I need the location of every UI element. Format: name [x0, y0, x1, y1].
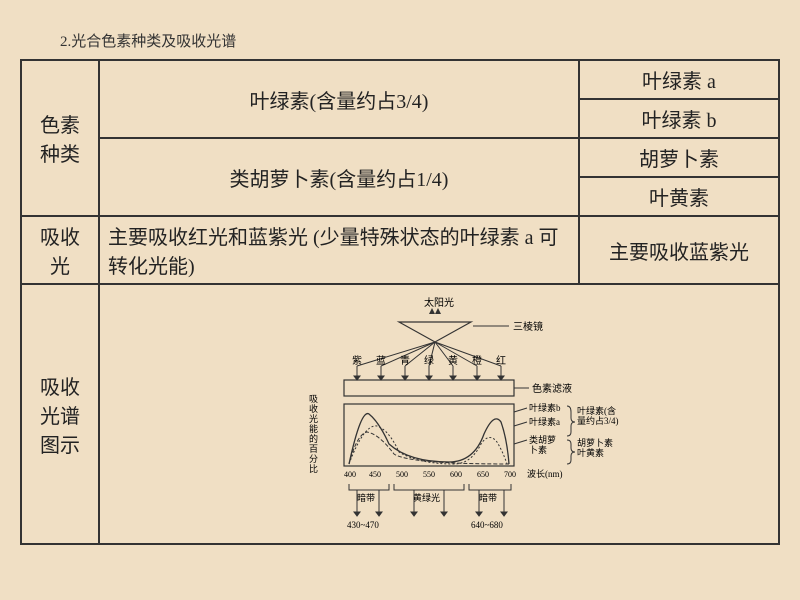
- color-4: 黄: [448, 354, 458, 367]
- chlorophyll-a: 叶绿素 a: [579, 60, 779, 99]
- color-0: 紫: [352, 355, 362, 367]
- y-axis-label: 吸收光 能的百 分比: [309, 394, 320, 474]
- absorb-carotenoid: 主要吸收蓝紫光: [579, 216, 779, 284]
- legend-chl-a: 叶绿素a: [529, 416, 560, 427]
- yellow-green-label: 黄绿光: [413, 492, 440, 503]
- xanthophyll: 叶黄素: [579, 177, 779, 216]
- section-title: 2.光合色素种类及吸收光谱: [60, 30, 780, 51]
- prism-label: 三棱镜: [513, 320, 543, 333]
- absorb-chlorophyll: 主要吸收红光和蓝紫光 (少量特殊状态的叶绿素 a 可转化光能): [99, 216, 579, 284]
- legend-chl-b: 叶绿素b: [529, 402, 561, 413]
- dark-band-1: 暗带: [357, 492, 375, 503]
- xtick-3: 550: [423, 470, 435, 479]
- chlorophyll-b: 叶绿素 b: [579, 99, 779, 138]
- legend-car-group: 胡萝卜素叶黄素: [577, 437, 613, 458]
- spectrum-diagram-cell: 太阳光 三棱镜: [99, 284, 779, 544]
- legend-carotenoid: 类胡萝卜素: [529, 434, 556, 455]
- absorb-label: 吸收光: [21, 216, 99, 284]
- chlorophyll-group: 叶绿素(含量约占3/4): [99, 60, 579, 138]
- filter-label: 色素滤液: [532, 382, 572, 395]
- legend-chl-group: 叶绿素(含量约占3/4): [577, 405, 619, 426]
- pigment-table: 色素种类 叶绿素(含量约占3/4) 叶绿素 a 叶绿素 b 类胡萝卜素(含量约占…: [20, 59, 780, 545]
- wavelength-label: 波长(nm): [527, 468, 563, 479]
- color-2: 青: [400, 354, 410, 367]
- xtick-0: 400: [344, 470, 356, 479]
- pigment-types-label: 色素种类: [21, 60, 99, 216]
- xtick-5: 650: [477, 470, 489, 479]
- carotenoid-group: 类胡萝卜素(含量约占1/4): [99, 138, 579, 216]
- color-5: 橙: [472, 354, 482, 367]
- color-3: 绿: [424, 354, 434, 367]
- xtick-4: 600: [450, 470, 462, 479]
- sunlight-label: 太阳光: [424, 296, 454, 309]
- color-6: 红: [496, 354, 506, 367]
- spectrum-label: 吸收光谱图示: [21, 284, 99, 544]
- range-2: 640~680: [471, 520, 503, 530]
- xtick-2: 500: [396, 470, 408, 479]
- carotene: 胡萝卜素: [579, 138, 779, 177]
- xtick-1: 450: [369, 470, 381, 479]
- color-1: 蓝: [376, 355, 386, 367]
- dark-band-2: 暗带: [479, 492, 497, 503]
- range-1: 430~470: [347, 520, 379, 530]
- xtick-6: 700: [504, 470, 516, 479]
- absorption-spectrum-diagram: 太阳光 三棱镜: [249, 294, 629, 534]
